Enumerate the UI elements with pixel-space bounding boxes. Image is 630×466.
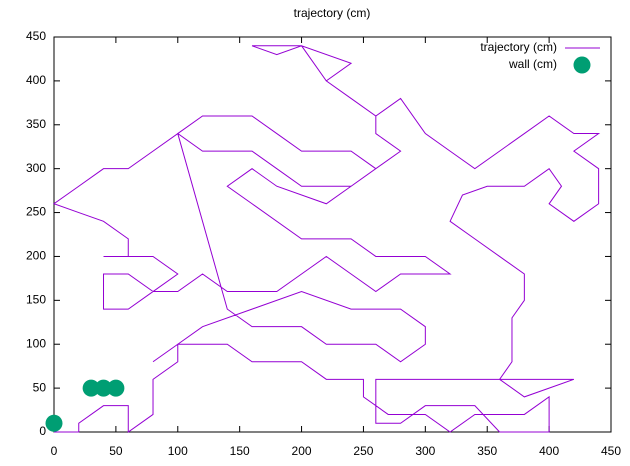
x-tick-label: 50 — [109, 444, 123, 458]
x-tick-label: 450 — [601, 444, 621, 458]
x-tick-label: 300 — [415, 444, 435, 458]
x-tick-label: 0 — [51, 444, 58, 458]
y-tick-label: 150 — [26, 293, 46, 307]
x-tick-label: 400 — [539, 444, 559, 458]
y-tick-label: 450 — [26, 29, 46, 43]
x-tick-label: 100 — [168, 444, 188, 458]
y-tick-label: 400 — [26, 73, 46, 87]
x-tick-label: 350 — [477, 444, 497, 458]
trajectory-line — [52, 45, 601, 433]
y-tick-label: 350 — [26, 117, 46, 131]
y-tick-label: 50 — [33, 380, 47, 394]
y-tick-label: 0 — [39, 424, 46, 438]
y-tick-label: 100 — [26, 336, 46, 350]
x-tick-label: 200 — [292, 444, 312, 458]
y-tick-label: 250 — [26, 205, 46, 219]
plot-frame — [53, 36, 612, 433]
wall-point — [45, 414, 63, 432]
legend-marker — [573, 56, 591, 74]
chart-title: trajectory (cm) — [294, 6, 371, 20]
x-tick-label: 250 — [353, 444, 373, 458]
legend-label: trajectory (cm) — [480, 40, 557, 54]
wall-point — [82, 379, 100, 397]
legend-label: wall (cm) — [508, 57, 557, 71]
wall-point — [107, 379, 125, 397]
wall-point — [95, 379, 113, 397]
y-tick-label: 200 — [26, 249, 46, 263]
y-tick-label: 300 — [26, 161, 46, 175]
x-tick-label: 150 — [230, 444, 250, 458]
